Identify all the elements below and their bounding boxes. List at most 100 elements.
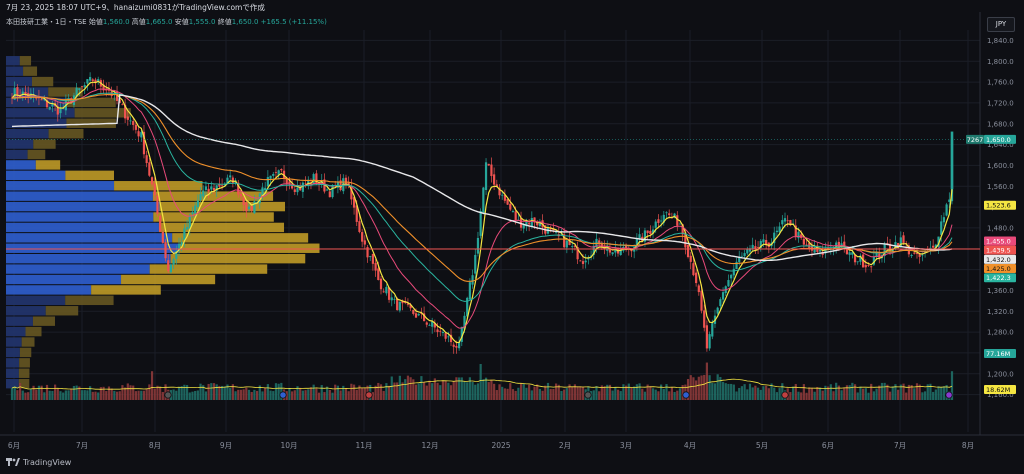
- volume-bar: [175, 390, 178, 400]
- candle-body: [412, 309, 415, 314]
- volume-bar: [872, 391, 875, 400]
- candle-body: [476, 237, 480, 254]
- volume-bar: [237, 389, 240, 400]
- candle-body: [347, 182, 350, 186]
- volume-bar: [431, 383, 434, 400]
- candle-body: [686, 245, 690, 258]
- volume-profile-bar-up: [6, 295, 66, 306]
- candle-body: [614, 248, 617, 253]
- volume-profile-bar-up: [6, 191, 153, 201]
- candle-body: [220, 185, 224, 187]
- candle-body: [264, 187, 267, 190]
- volume-bar: [124, 387, 127, 400]
- candle-body: [142, 131, 146, 155]
- volume-bar: [382, 391, 385, 400]
- volume-bar: [70, 388, 73, 400]
- candle-body: [681, 224, 684, 235]
- volume-bar: [759, 389, 762, 400]
- candle-body: [183, 228, 186, 241]
- volume-bar: [603, 386, 606, 400]
- volume-bar: [145, 388, 148, 400]
- volume-bar: [536, 384, 539, 400]
- candle-body: [528, 223, 531, 225]
- volume-bar: [940, 386, 943, 400]
- volume-bar: [361, 387, 364, 400]
- volume-bar: [455, 377, 458, 400]
- volume-bar: [355, 389, 358, 400]
- volume-bar: [813, 391, 816, 400]
- volume-bar: [942, 386, 946, 400]
- candle-body: [897, 243, 900, 248]
- candle-body: [239, 193, 243, 197]
- volume-bar: [845, 385, 849, 400]
- candle-body: [80, 86, 84, 88]
- candle-body: [468, 282, 471, 300]
- candle-body: [124, 104, 127, 119]
- candle-body: [797, 231, 800, 239]
- volume-profile-bar-up: [6, 201, 160, 212]
- volume-bar: [32, 385, 35, 400]
- candle-body: [657, 219, 660, 224]
- price-label-text: 1,523.6: [986, 202, 1011, 210]
- volume-bar: [258, 385, 261, 400]
- candle-body: [568, 239, 571, 245]
- volume-bar: [934, 389, 937, 400]
- candle-body: [730, 274, 733, 279]
- candle-body: [326, 189, 329, 191]
- currency-button[interactable]: JPY: [987, 17, 1015, 32]
- volume-profile-bar-up: [6, 326, 26, 337]
- x-tick-label: 7月: [894, 441, 906, 450]
- price-label-text: 1,432.0: [986, 256, 1011, 264]
- volume-bar: [843, 387, 846, 400]
- volume-bar: [533, 386, 536, 400]
- candle-body: [379, 278, 383, 290]
- volume-bar: [406, 375, 410, 400]
- volume-bar: [253, 389, 256, 400]
- volume-profile-bar-down: [91, 285, 161, 295]
- candle-body: [511, 211, 515, 213]
- volume-bar: [864, 388, 867, 400]
- volume-bar: [105, 391, 108, 400]
- candle-body: [552, 228, 555, 231]
- candle-body: [818, 249, 822, 252]
- candle-body: [422, 313, 426, 322]
- candle-body: [148, 162, 151, 176]
- volume-bar: [196, 390, 199, 400]
- volume-bar: [323, 392, 326, 400]
- candle-body: [441, 331, 445, 333]
- volume-bar: [899, 384, 902, 400]
- price-label-text: 1,425.0: [986, 265, 1011, 273]
- volume-bar: [907, 384, 911, 400]
- volume-bar: [374, 385, 377, 400]
- volume-bar: [862, 388, 865, 400]
- volume-bar: [379, 384, 383, 400]
- price-label: 1,422.3: [984, 273, 1016, 283]
- x-tick-label: 7月: [76, 441, 88, 450]
- volume-profile-bar-up: [6, 118, 67, 128]
- volume-bar: [156, 385, 159, 400]
- volume-bar: [549, 389, 552, 400]
- candle-body: [878, 253, 881, 258]
- volume-bar: [150, 371, 154, 400]
- candle-body: [624, 244, 628, 250]
- volume-bar: [331, 392, 334, 400]
- volume-bar: [210, 383, 213, 400]
- candle-body: [75, 87, 78, 97]
- candle-body: [740, 255, 744, 257]
- candle-body: [479, 211, 482, 236]
- volume-bar: [918, 384, 921, 400]
- volume-profile-bar-down: [21, 337, 35, 347]
- candle-body: [102, 84, 105, 91]
- volume-bar: [212, 383, 216, 400]
- volume-bar: [660, 384, 663, 400]
- candle-body: [751, 244, 754, 250]
- volume-bar: [654, 389, 657, 400]
- ohlc-legend: 本田技研工業・1日・TSE 始値1,560.0 高値1,665.0 安値1,55…: [6, 17, 327, 27]
- candle-body: [145, 155, 148, 164]
- symbol-label[interactable]: 本田技研工業・1日・TSE: [6, 18, 87, 26]
- volume-bar: [35, 389, 38, 400]
- volume-bar: [428, 380, 431, 400]
- volume-bar: [256, 390, 259, 400]
- volume-profile-bar-down: [65, 170, 114, 181]
